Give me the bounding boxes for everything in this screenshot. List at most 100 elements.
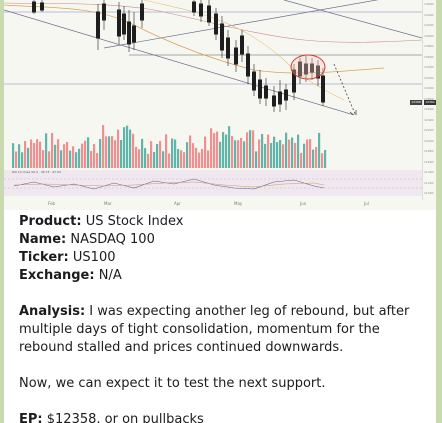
entry-point-line: EP: $12358, or on pullbacks — [19, 412, 204, 423]
candlesticks — [32, 0, 325, 112]
volume-bar — [84, 140, 87, 168]
channel-mid-line — [103, 0, 379, 49]
volume-bar — [36, 139, 39, 168]
volume-bar — [171, 138, 174, 168]
volume-bar — [18, 144, 21, 168]
volume-bar — [168, 153, 171, 168]
volume-bar — [105, 136, 108, 168]
volume-bar — [99, 139, 102, 168]
scale-tick: 13400 — [424, 65, 434, 69]
scale-price-tag: 12362 — [424, 100, 436, 105]
name-line: Name: NASDAQ 100 — [19, 232, 155, 247]
volume-bar — [69, 150, 72, 168]
volume-bar — [273, 136, 276, 168]
volume-bar — [318, 132, 321, 168]
volume-bar — [147, 153, 150, 168]
date-label: May — [234, 201, 243, 206]
scale-tick: 14000 — [424, 33, 434, 38]
scale-tick: 12800 — [424, 96, 434, 101]
chart-image[interactable]: RSI 14 close 50.3 · 46.73 · 47.03 14600 1… — [4, 0, 436, 210]
volume-bar — [309, 139, 312, 168]
volume-bar — [222, 132, 225, 168]
scale-tick: 12200 — [424, 128, 434, 132]
volume-bar — [42, 150, 45, 168]
volume-bar — [249, 130, 252, 168]
volume-bar — [75, 152, 78, 168]
product-line: Product: US Stock Index — [19, 214, 184, 229]
volume-bar — [144, 148, 147, 168]
volume-bar — [243, 141, 246, 168]
volume-bar — [111, 136, 114, 168]
moving-average-2 — [4, 2, 422, 43]
volume-bar — [30, 139, 33, 168]
channel-lower-line — [4, 9, 356, 115]
volume-bar — [255, 151, 258, 168]
volume-bar — [15, 151, 18, 168]
volume-bar — [312, 149, 315, 168]
volume-bar — [198, 152, 201, 168]
volume-bar — [195, 147, 198, 168]
volume-bar — [150, 141, 153, 168]
volume-bar — [291, 137, 294, 168]
post-text: Product: US Stock Index Name: NASDAQ 100… — [19, 213, 429, 423]
volume-bar — [177, 148, 180, 168]
volume-bar — [294, 142, 297, 168]
volume-bar — [72, 146, 75, 168]
date-label: Jun — [300, 201, 307, 206]
volume-bar — [156, 143, 159, 168]
volume-bar — [78, 148, 81, 168]
volume-bar — [27, 147, 30, 168]
volume-bar — [135, 146, 138, 168]
volume-bar — [138, 149, 141, 168]
ticker-line: Ticker: US100 — [19, 250, 116, 265]
volume-bar — [114, 140, 117, 168]
current-price-tag: 12368 — [410, 100, 422, 105]
volume-bar — [96, 152, 99, 168]
volume-bar — [252, 130, 255, 168]
date-label: Feb — [48, 201, 56, 206]
scale-tick: 13600 — [424, 54, 434, 59]
channel-upper-line — [283, 0, 422, 39]
volume-bar — [219, 141, 222, 168]
volume-bar — [282, 144, 285, 168]
volume-bar — [201, 148, 204, 168]
volume-bar — [159, 141, 162, 168]
scale-tick: 11000 — [424, 191, 434, 195]
volume-bar — [186, 142, 189, 168]
volume-bar — [300, 152, 303, 168]
volume-bar — [24, 141, 27, 168]
volume-bar — [240, 137, 243, 168]
volume-bar — [261, 134, 264, 168]
volume-bar — [267, 134, 270, 168]
volume-bar — [306, 139, 309, 168]
volume-bar — [270, 143, 273, 168]
volume-bar — [216, 131, 219, 168]
volume-bar — [165, 134, 168, 168]
volume-bar — [12, 143, 15, 168]
scale-tick: 13000 — [424, 86, 434, 90]
volume-bar — [87, 137, 90, 168]
moving-average-1 — [4, 4, 385, 74]
volume-bar — [57, 139, 60, 168]
volume-bar — [66, 141, 69, 168]
date-axis: Feb Mar Apr May Jun Jul — [4, 199, 422, 208]
volume-bar — [81, 143, 84, 168]
scale-tick: 14200 — [424, 23, 434, 27]
volume-bar — [132, 133, 135, 168]
analysis-paragraph: Analysis: I was expecting another leg of… — [19, 304, 410, 355]
volume-bar — [225, 134, 228, 168]
volume-bar — [213, 133, 216, 168]
volume-bar — [258, 139, 261, 168]
volume-bar — [210, 128, 213, 168]
highlight-circle — [290, 54, 326, 80]
volume-bar — [162, 151, 165, 168]
scale-tick: 14600 — [424, 2, 434, 6]
volume-bar — [108, 136, 111, 168]
volume-bar — [279, 140, 282, 168]
volume-bar — [183, 152, 186, 168]
volume-bar — [234, 140, 237, 168]
volume-bars — [12, 124, 327, 168]
volume-bar — [120, 140, 123, 168]
volume-bar — [237, 140, 240, 168]
scale-tick: 14400 — [424, 12, 434, 17]
